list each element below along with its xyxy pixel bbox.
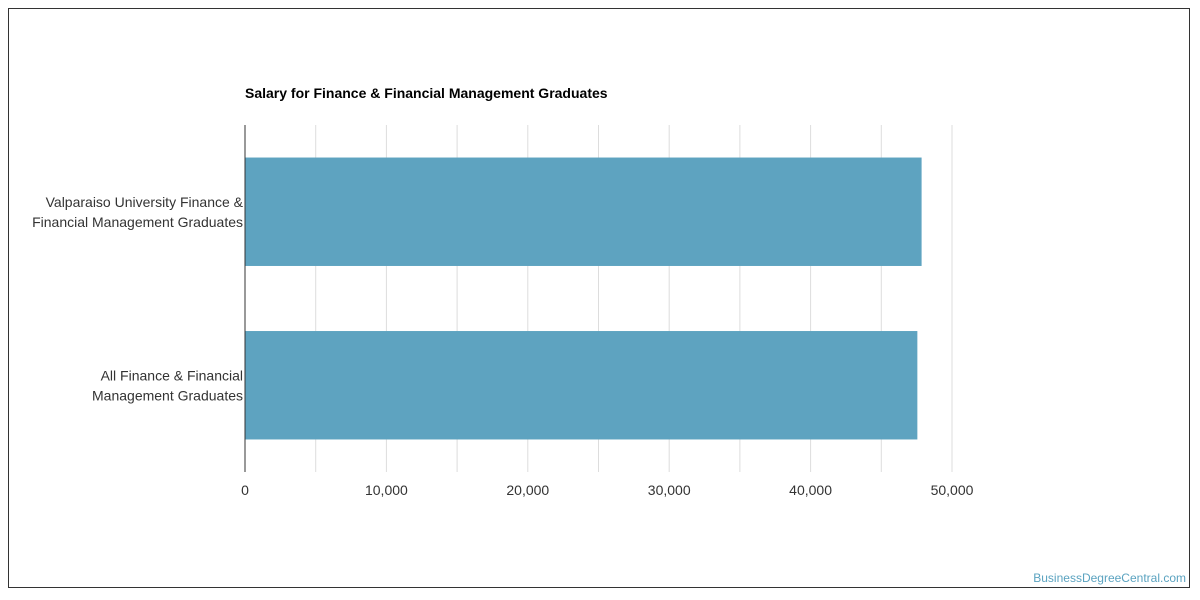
x-tick-label: 40,000	[789, 482, 832, 498]
bars	[245, 157, 922, 440]
x-tick-labels: 0 10,000 20,000 30,000 40,000 50,000	[241, 482, 974, 498]
x-tick-label: 10,000	[365, 482, 408, 498]
chart-title: Salary for Finance & Financial Managemen…	[245, 85, 608, 101]
bar	[245, 157, 922, 266]
category-label-line: All Finance & Financial	[101, 367, 243, 383]
category-label: All Finance & Financial Management Gradua…	[92, 367, 243, 403]
category-label-line: Management Graduates	[92, 387, 243, 403]
x-tick-label: 20,000	[506, 482, 549, 498]
category-label-line: Financial Management Graduates	[32, 214, 243, 230]
category-label: Valparaiso University Finance & Financial…	[32, 194, 244, 230]
source-watermark: BusinessDegreeCentral.com	[1033, 571, 1186, 585]
x-tick-label: 30,000	[648, 482, 691, 498]
x-tick-label: 0	[241, 482, 249, 498]
bar	[245, 331, 918, 440]
category-labels: Valparaiso University Finance & Financial…	[32, 194, 244, 404]
category-label-line: Valparaiso University Finance &	[46, 194, 244, 210]
x-tick-label: 50,000	[931, 482, 974, 498]
